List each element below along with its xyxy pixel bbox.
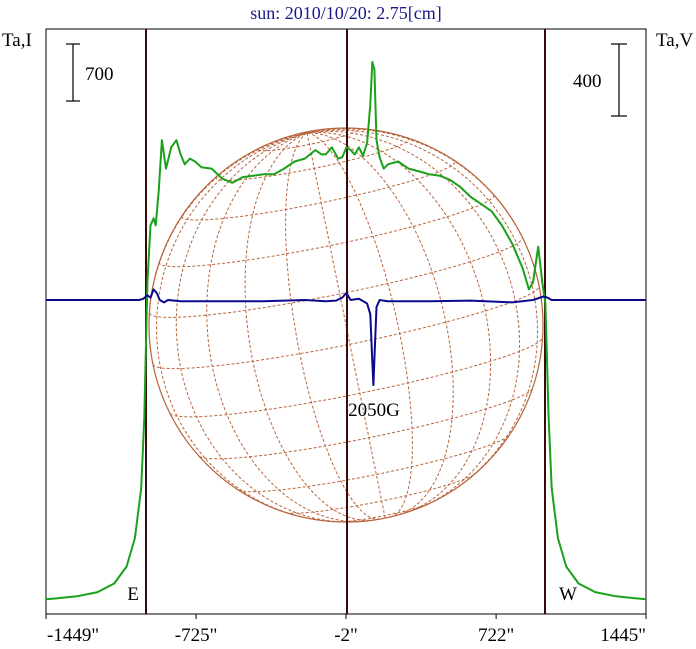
grid-line <box>307 131 492 513</box>
grid-line <box>155 132 308 519</box>
grid-line <box>307 129 539 488</box>
grid-line <box>199 388 533 460</box>
x-tick-label: -725" <box>175 625 218 646</box>
right-scale-bar-label: 400 <box>573 71 602 92</box>
right-axis-label: Ta,V <box>656 30 693 51</box>
solar-disk-grid <box>148 128 543 523</box>
west-limb-label: W <box>559 584 577 605</box>
x-tick-label: 722" <box>478 625 514 646</box>
left-axis-label: Ta,I <box>2 30 32 51</box>
grid-line <box>244 132 370 521</box>
grid-line <box>152 285 540 370</box>
chart-title: sun: 2010/10/20: 2.75[cm] <box>250 3 442 23</box>
left-scale-bar <box>66 43 80 102</box>
grid-line <box>175 132 350 523</box>
x-tick-label: 1445" <box>600 625 646 646</box>
grid-line <box>206 132 364 523</box>
intensity-curve <box>45 61 647 601</box>
grid-line <box>338 502 430 523</box>
grid-line <box>307 132 454 515</box>
grid-line <box>257 128 359 152</box>
field-strength-annotation: 2050G <box>348 400 400 421</box>
grid-line <box>181 160 456 221</box>
grid-line <box>306 132 413 518</box>
x-axis-ticks: -1449" -725" -2" 722" 1445" <box>45 614 647 646</box>
grid-line <box>285 473 475 514</box>
x-tick-label: -1449" <box>47 625 99 646</box>
grid-line <box>285 132 380 520</box>
grid-line <box>307 130 521 509</box>
east-limb-label: E <box>127 584 139 605</box>
grid-line <box>158 193 495 268</box>
grid-line <box>169 337 543 418</box>
polarization-curve <box>46 288 646 386</box>
grid-line <box>237 434 510 493</box>
right-scale-bar <box>611 43 627 117</box>
x-tick-label: -2" <box>334 625 358 646</box>
left-scale-bar-label: 700 <box>85 64 114 85</box>
